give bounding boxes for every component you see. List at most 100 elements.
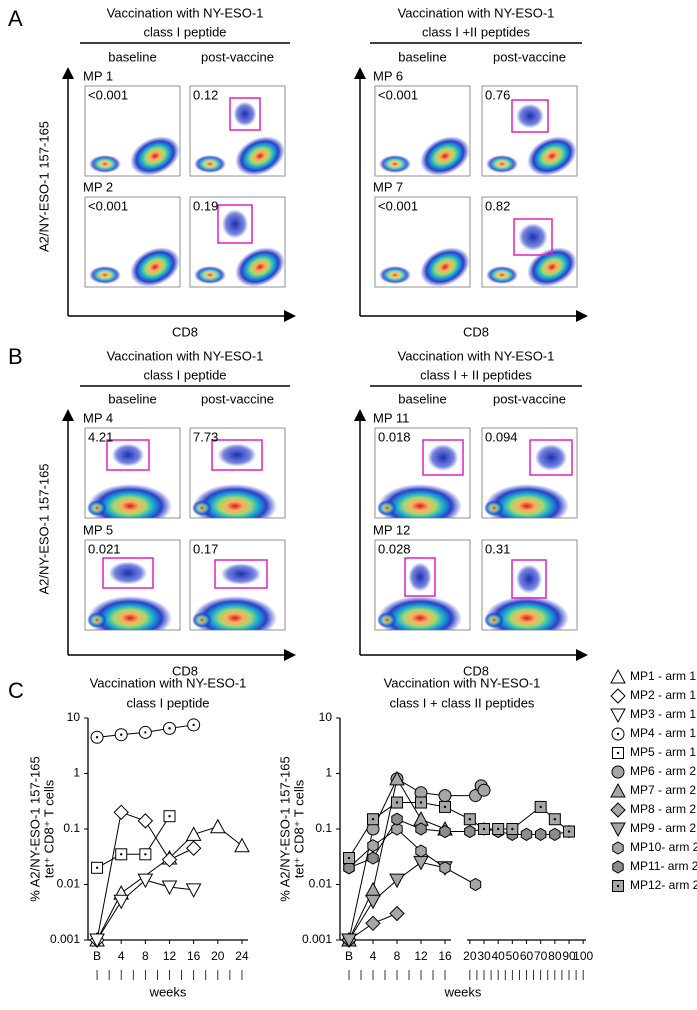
data-point [438, 789, 452, 803]
sample-label: MP 2 [83, 179, 113, 194]
column-header: post-vaccine [201, 391, 274, 406]
marker-dot [144, 731, 147, 734]
marker-shape [438, 789, 452, 803]
x-tick-label: 4 [370, 949, 377, 963]
gated-cells [518, 223, 548, 251]
data-point [415, 796, 427, 809]
legend-marker [611, 765, 625, 779]
marker-shape [610, 802, 626, 818]
series-line [96, 815, 170, 869]
group-title: Vaccination with NY-ESO-1 [107, 348, 264, 363]
population [88, 596, 172, 630]
legend-marker [612, 880, 624, 892]
data-point [506, 823, 519, 835]
legend-marker [612, 860, 624, 874]
group-title: Vaccination with NY-ESO-1 [107, 5, 264, 20]
population [235, 136, 285, 176]
x-tick-label: 16 [187, 949, 201, 963]
data-point [389, 905, 405, 922]
marker-shape [389, 905, 405, 922]
gate [102, 557, 154, 589]
y-tick-label: 1 [73, 766, 80, 780]
marker-shape [612, 841, 624, 855]
data-point [137, 813, 154, 829]
column-header: post-vaccine [493, 391, 566, 406]
gate [511, 99, 549, 133]
x-axis-label: CD8 [463, 324, 489, 339]
data-point [91, 861, 104, 874]
data-point [464, 824, 476, 839]
data-point [389, 873, 405, 889]
population [377, 500, 397, 516]
y-axis-label: tet⁺ CD8⁺ T cells [291, 779, 306, 878]
marker-shape [612, 860, 624, 874]
legend-label: MP7 - arm 2 [630, 783, 696, 797]
group-title: class I +II peptides [422, 24, 531, 39]
sample-label: MP 11 [373, 410, 409, 425]
y-axis-label: % A2/NY-ESO-1 157-165 [27, 756, 42, 902]
data-point [114, 728, 128, 742]
plot-frame [84, 196, 181, 288]
panel-label: A [8, 6, 23, 31]
marker-shape [185, 840, 202, 856]
x-tick-label: 12 [163, 949, 177, 963]
x-axis-label: weeks [149, 984, 187, 999]
marker-shape [549, 827, 561, 841]
density [377, 562, 462, 630]
density [484, 444, 569, 518]
group-title: class I peptide [143, 24, 226, 39]
data-point [187, 718, 201, 732]
density [194, 209, 285, 287]
marker-dot [567, 830, 571, 833]
marker-dot [616, 751, 620, 755]
data-point [367, 851, 379, 865]
legend-label: MP10- arm 2 [630, 840, 697, 854]
data-point [563, 825, 575, 838]
marker-dot [144, 853, 147, 856]
marker-dot [553, 818, 557, 821]
sample-label: MP 12 [373, 522, 410, 537]
frequency-label: 0.19 [193, 198, 218, 213]
data-point [113, 894, 130, 910]
gated-cells [221, 563, 261, 585]
legend-marker [610, 802, 626, 818]
marker-shape [391, 822, 403, 836]
marker-shape [389, 873, 405, 889]
gate [511, 559, 547, 599]
data-point [185, 840, 202, 856]
frequency-label: 0.018 [378, 429, 411, 444]
x-tick-label: 16 [438, 949, 452, 963]
density-plot [189, 196, 286, 288]
density [192, 443, 277, 518]
density [192, 563, 277, 630]
marker-dot [192, 723, 195, 727]
data-point [439, 861, 451, 875]
column-header: post-vaccine [493, 49, 566, 64]
frequency-label: <0.001 [88, 198, 128, 213]
density [379, 247, 470, 287]
legend-marker [610, 782, 626, 798]
marker-shape [367, 839, 379, 853]
marker-shape [185, 826, 202, 841]
population [486, 155, 518, 173]
frequency-label: <0.001 [378, 198, 418, 213]
population [194, 155, 226, 173]
marker-dot [616, 732, 620, 736]
legend-label: MP9 - arm 2 [630, 821, 696, 835]
density-plot [374, 196, 471, 288]
marker-dot [95, 866, 99, 869]
legend-marker [610, 668, 626, 684]
data-point [163, 721, 177, 735]
data-point [548, 813, 561, 826]
x-tick-label: 30 [477, 949, 491, 963]
legend-label: MP8 - arm 2 [630, 802, 696, 816]
population [130, 247, 180, 287]
population [192, 612, 212, 628]
x-tick-label: 20 [211, 949, 225, 963]
data-point [234, 837, 250, 853]
population [485, 484, 569, 518]
x-tick-label: 80 [548, 949, 562, 963]
plot-frame [84, 427, 181, 519]
marker-shape [367, 851, 379, 865]
marker-dot [395, 801, 399, 804]
